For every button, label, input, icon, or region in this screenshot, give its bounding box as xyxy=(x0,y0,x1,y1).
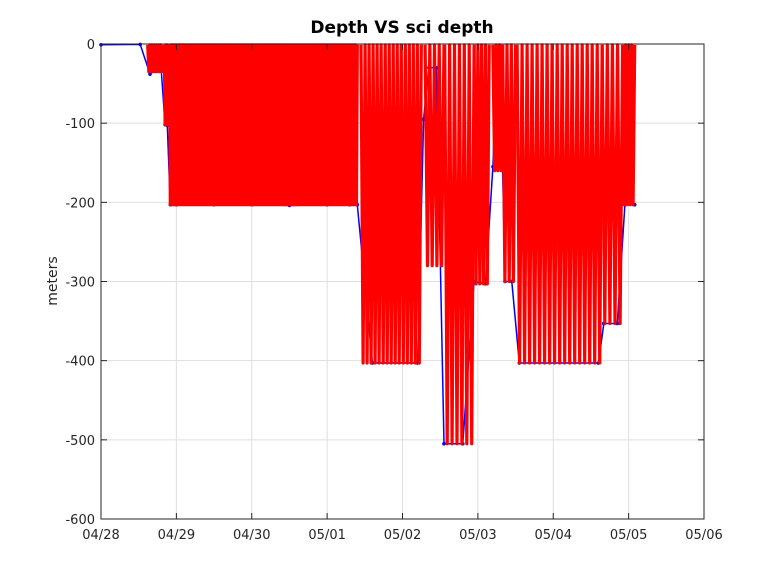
sci-depth-dive-segment xyxy=(515,43,604,365)
y-tick-label: -300 xyxy=(65,276,95,291)
y-tick-label: 0 xyxy=(87,38,95,53)
depth-point xyxy=(442,441,446,446)
x-tick-label: 05/01 xyxy=(308,528,345,543)
axis-ticks xyxy=(100,43,705,520)
x-tick-label: 04/29 xyxy=(158,528,195,543)
x-tick-label: 04/30 xyxy=(233,528,270,543)
x-tick-label: 05/05 xyxy=(610,528,647,543)
sci-depth-dive-segment xyxy=(600,43,625,326)
sci-depth-dive-segment xyxy=(168,43,359,207)
sci-depth-dive-segment xyxy=(621,43,637,207)
x-tick-label: 05/06 xyxy=(685,528,722,543)
sci-depth-dive-segment xyxy=(501,43,518,284)
y-axis-label: meters xyxy=(45,256,61,305)
x-tick-labels: 04/28 04/29 04/30 05/01 05/02 05/03 05/04 05/05… xyxy=(82,528,722,543)
y-tick-label: -600 xyxy=(65,513,95,528)
sci-depth-dive-segment xyxy=(423,43,446,268)
sci-depth-dive-segment xyxy=(491,43,505,173)
y-tick-labels: 0 -100 -200 -300 -400 -500 -600 xyxy=(65,38,95,528)
x-tick-label: 04/28 xyxy=(82,528,119,543)
sci-depth-dive-segment xyxy=(359,43,423,365)
series-sci-depth xyxy=(146,43,637,446)
sci-depth-dive-segment xyxy=(146,43,165,74)
y-tick-label: -400 xyxy=(65,355,95,370)
y-tick-label: -500 xyxy=(65,434,95,449)
sci-depth-dive-segment xyxy=(162,43,171,127)
x-tick-label: 05/03 xyxy=(459,528,496,543)
chart-title: Depth VS sci depth xyxy=(310,18,493,38)
x-tick-label: 05/04 xyxy=(535,528,572,543)
sci-depth-dive-segment xyxy=(472,43,491,286)
sci-depth-dive-segment xyxy=(443,43,476,446)
y-tick-label: -200 xyxy=(65,196,95,211)
x-tick-label: 05/02 xyxy=(384,528,421,543)
y-tick-label: -100 xyxy=(65,117,95,132)
